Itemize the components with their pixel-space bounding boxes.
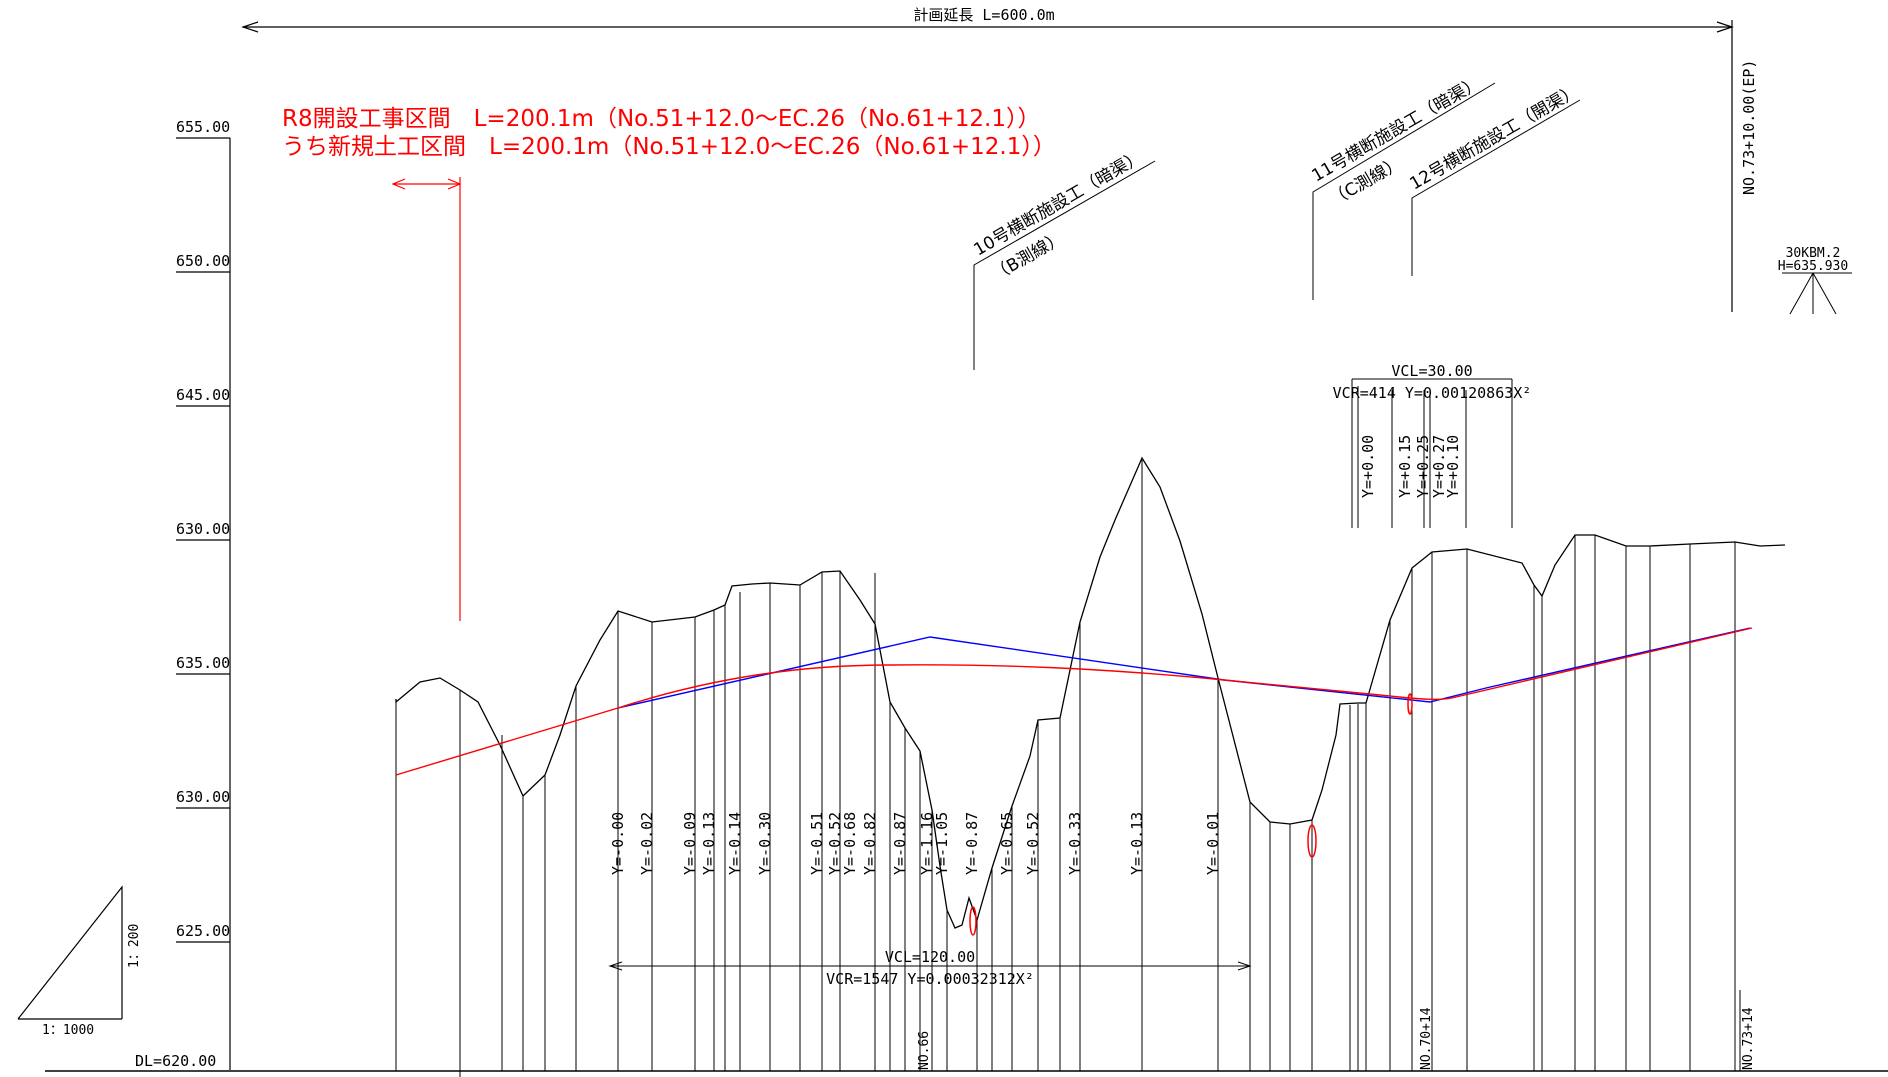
benchmark-height: H=635.930: [1778, 259, 1848, 274]
y-value-label: Y=+0.25: [1414, 435, 1432, 498]
y-value-label: Y=-0.33: [1066, 812, 1084, 875]
y-value-label: Y=-0.02: [638, 812, 656, 875]
datum-label: DL=620.00: [135, 1052, 216, 1070]
vcr-414-label: VCR=414 Y=0.00120863X²: [1333, 384, 1532, 402]
benchmark-name: 30KBM.2: [1786, 246, 1841, 261]
ground-profile-line: [395, 456, 1786, 929]
station-label: NO.73+14: [1741, 1007, 1756, 1070]
construction-section-note: R8開設工事区間 L=200.1m（No.51+12.0～EC.26（No.61…: [282, 106, 1040, 132]
y-value-label: Y=-1.05: [933, 812, 951, 875]
y-value-label: Y=-0.68: [841, 812, 859, 875]
elevation-label: 650.00: [176, 252, 230, 270]
y-value-label: Y=-0.52: [1024, 812, 1042, 875]
culvert-marker: [1407, 693, 1413, 715]
station-label: NO.70+14: [1419, 1007, 1434, 1070]
structure-leader-10: [973, 160, 1156, 370]
vertical-scale-label: 1：200: [127, 924, 142, 968]
y-value-label: Y=-0.51: [808, 812, 826, 875]
vcl-30-label: VCL=30.00: [1391, 362, 1472, 380]
y-value-label: Y=-0.87: [963, 812, 981, 875]
end-station-label: NO.73+10.00(EP): [1740, 60, 1758, 195]
benchmark-symbol: 30KBM.2 H=635.930: [1778, 246, 1852, 315]
elevation-label: 655.00: [176, 118, 230, 136]
planned-profile-line: [395, 627, 1753, 776]
y-value-label: Y=-0.82: [861, 812, 879, 875]
y-value-label: Y=-0.01: [1204, 812, 1222, 875]
y-value-label: Y=-0.30: [756, 812, 774, 875]
elevation-label: 635.00: [176, 654, 230, 672]
vertical-curve-120: VCL=120.00 VCR=1547 Y=0.00032312X²: [608, 948, 1252, 988]
grade-line: [617, 627, 1751, 709]
y-value-label: Y=-0.09: [681, 812, 699, 875]
culvert-marker: [1307, 824, 1317, 858]
elevation-label: 630.00: [176, 788, 230, 806]
horizontal-scale-label: 1：1000: [42, 1023, 94, 1038]
vcr-1547-label: VCR=1547 Y=0.00032312X²: [826, 970, 1034, 988]
y-value-label: Y=-1.16: [918, 812, 936, 875]
y-value-label: Y=-0.13: [700, 812, 718, 875]
elevation-label: 625.00: [176, 922, 230, 940]
structure-leader-11: [1312, 82, 1496, 300]
construction-start-marker: [391, 177, 462, 621]
total-length-label: 計画延長 L=600.0m: [913, 6, 1054, 24]
station-label: NO.66: [917, 1031, 932, 1070]
y-value-label: Y=-0.14: [726, 812, 744, 875]
culvert-marker: [969, 906, 977, 936]
y-value-label: Y=+0.27: [1430, 435, 1448, 498]
vcl-120-label: VCL=120.00: [885, 948, 975, 966]
scale-triangle: 1：200 1：1000: [17, 885, 142, 1038]
y-value-label: Y=+0.15: [1396, 435, 1414, 498]
y-value-label: Y=-0.65: [998, 812, 1016, 875]
elevation-label: 630.00: [176, 520, 230, 538]
y-value-label: Y=-0.13: [1128, 812, 1146, 875]
y-value-label: Y=-0.00: [609, 812, 627, 875]
vertical-curve-30: VCL=30.00 VCR=414 Y=0.00120863X²: [1333, 362, 1532, 528]
y-value-labels-main: Y=-0.00 Y=-0.02 Y=-0.09 Y=-0.13 Y=-0.14 …: [609, 812, 1222, 875]
y-value-label: Y=-0.87: [891, 812, 909, 875]
y-value-labels-small: Y=+0.00 Y=+0.15 Y=+0.25 Y=+0.27 Y=+0.10: [1359, 435, 1462, 498]
station-lines: [395, 460, 1736, 1077]
y-value-label: Y=+0.00: [1359, 435, 1377, 498]
elevation-axis: 655.00 650.00 645.00 630.00 635.00 630.0…: [176, 118, 231, 1070]
total-length-dimension: 計画延長 L=600.0m: [241, 6, 1734, 312]
structure-leader-12: [1411, 99, 1581, 276]
elevation-label: 645.00: [176, 386, 230, 404]
y-value-label: Y=+0.10: [1444, 435, 1462, 498]
new-earthwork-note: うち新規土工区間 L=200.1m（No.51+12.0～EC.26（No.61…: [282, 134, 1056, 160]
y-value-label: Y=-0.52: [826, 812, 844, 875]
